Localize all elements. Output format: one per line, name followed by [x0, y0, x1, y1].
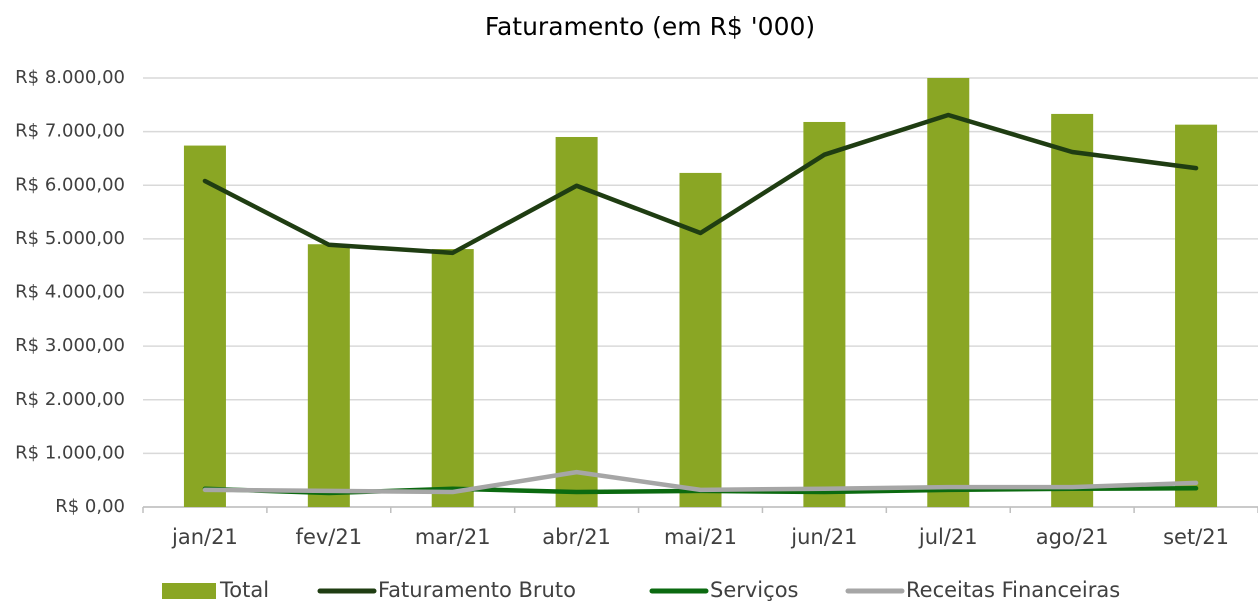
x-tick-label: jul/21: [918, 525, 978, 549]
x-tick-label: jun/21: [790, 525, 857, 549]
x-tick-label: mar/21: [415, 525, 491, 549]
line: [202, 112, 1199, 256]
x-tick-label: fev/21: [296, 525, 363, 549]
legend-label: Receitas Financeiras: [906, 578, 1120, 602]
x-tick-label: jan/21: [171, 525, 238, 549]
chart-title: Faturamento (em R$ '000): [485, 12, 815, 41]
y-tick-label: R$ 0,00: [55, 496, 125, 517]
y-tick-label: R$ 5.000,00: [15, 228, 125, 249]
x-tick-label: set/21: [1163, 525, 1229, 549]
y-tick-label: R$ 6.000,00: [15, 174, 125, 195]
y-tick-label: R$ 4.000,00: [15, 282, 125, 303]
y-tick-label: R$ 8.000,00: [15, 67, 125, 88]
bar: [183, 145, 226, 507]
bar: [1051, 113, 1094, 508]
legend-swatch: [162, 583, 216, 599]
legend-label: Faturamento Bruto: [378, 578, 576, 602]
bar: [927, 78, 970, 507]
legend-label: Total: [219, 578, 269, 602]
bar: [1175, 124, 1218, 507]
y-tick-label: R$ 7.000,00: [15, 121, 125, 142]
x-tick-label: ago/21: [1036, 525, 1109, 549]
bar: [555, 136, 598, 508]
y-tick-label: R$ 1.000,00: [15, 442, 125, 463]
x-tick-label: abr/21: [542, 525, 611, 549]
y-tick-label: R$ 2.000,00: [15, 389, 125, 410]
x-tick-label: mai/21: [664, 525, 737, 549]
line: [202, 469, 1199, 495]
legend-label: Serviços: [710, 578, 798, 602]
y-tick-label: R$ 3.000,00: [15, 335, 125, 356]
bar: [431, 249, 474, 507]
bar: [307, 244, 350, 508]
bar: [803, 121, 846, 507]
